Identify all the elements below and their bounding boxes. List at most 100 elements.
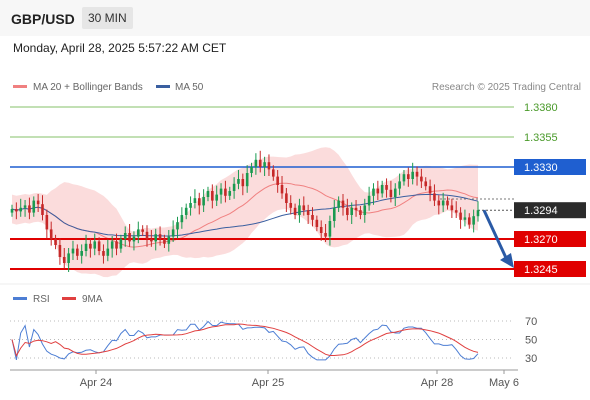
candle-body [315,219,319,227]
ma50-legend-swatch [156,85,170,88]
candle-body [180,215,184,223]
candle-body [359,210,362,215]
level-label-1.3330: 1.3330 [524,162,558,174]
candle-body [350,207,354,215]
candle-body [76,248,79,256]
level-label-1.3355: 1.3355 [524,132,558,144]
candle-body [293,207,297,215]
candle-body [450,205,454,211]
ma50-path [11,193,479,237]
candle-body [163,239,166,244]
candle-body [211,191,214,201]
level-label-1.3380: 1.3380 [524,102,558,114]
candle-body [424,181,428,187]
candle-body [254,159,258,167]
candle-body [263,162,266,167]
candle-body [184,207,188,215]
candle-body [454,210,458,213]
candle-body [363,205,367,215]
level-tag-1.3245 [514,261,586,277]
candle-body [376,188,380,194]
x-tick-label: May 6 [489,377,519,389]
forecast-arrow [482,209,514,268]
candle-body [171,229,175,237]
candle-body [15,209,18,212]
candle-body [433,193,436,201]
candle-body [272,169,275,177]
candle-body [132,236,136,242]
candle-body [306,210,310,215]
level-tag-1.3270 [514,231,586,247]
candle-body [280,185,284,194]
candle-body [71,248,75,254]
candle-body [158,234,162,239]
level-label-1.3270: 1.3270 [524,234,558,246]
candle-body [389,189,393,197]
candle-body [80,251,83,256]
candle-body [459,212,462,220]
candle-body [136,229,140,237]
candle-body [45,215,49,230]
rsi-tick-label: 70 [525,316,537,328]
candle-body [241,179,245,187]
candle-body [54,239,57,245]
candle-body [49,229,53,239]
candle-body [393,188,397,197]
candle-body [62,257,66,263]
candle-body [58,245,62,257]
candle-body [219,188,223,195]
datetime-label: Monday, April 28, 2025 5:57:22 AM CET [13,41,227,55]
candles [10,150,480,272]
rsi-ma-legend-swatch [62,297,76,300]
candle-body [176,222,179,230]
candle-body [298,205,301,215]
candle-body [19,207,23,212]
bollinger-fill [12,147,478,278]
candle-body [84,243,88,251]
candle-body [128,233,131,242]
candle-body [411,171,414,179]
candle-body [346,207,349,215]
candle-body [319,227,323,233]
timeframe-badge[interactable]: 30 MIN [82,7,133,29]
candle-body [341,200,345,208]
candle-body [446,200,449,206]
candle-body [228,191,232,196]
credit-label: Research © 2025 Trading Central [432,82,581,93]
candle-body [476,210,480,217]
candle-body [398,181,401,189]
candle-body [467,217,471,225]
candle-body [110,241,114,249]
candle-body [289,203,293,208]
candle-body [119,239,123,249]
candle-body [237,179,240,184]
last-price-tag [514,202,586,219]
candle-body [367,195,371,206]
symbol-title: GBP/USD [11,11,75,27]
rsi-tick-label: 50 [525,335,537,347]
candle-body [115,241,118,249]
candle-body [354,207,358,211]
rsi-ma-line [11,323,479,358]
candle-body [102,251,105,256]
candle-body [154,234,158,242]
rsi-ma-legend-label: 9MA [82,294,103,305]
candle-body [372,188,375,196]
candle-body [441,200,445,206]
key-levels [10,106,514,270]
candle-body [324,233,327,237]
ma20-legend-swatch [13,85,27,88]
candle-body [437,200,441,206]
candle-body [415,171,419,177]
rsi-panel: 70 50 30 [10,316,537,365]
candle-body [141,229,144,232]
candle-body [41,204,44,215]
price-tags: 1.3380 1.3355 1.3330 1.3270 1.3245 1.3294 [514,102,586,277]
level-label-1.3245: 1.3245 [524,264,558,276]
candle-body [380,185,384,194]
candle-body [106,248,110,256]
candle-body [36,200,40,205]
candle-body [407,174,410,179]
candle-body [206,191,210,197]
candle-body [150,239,153,242]
